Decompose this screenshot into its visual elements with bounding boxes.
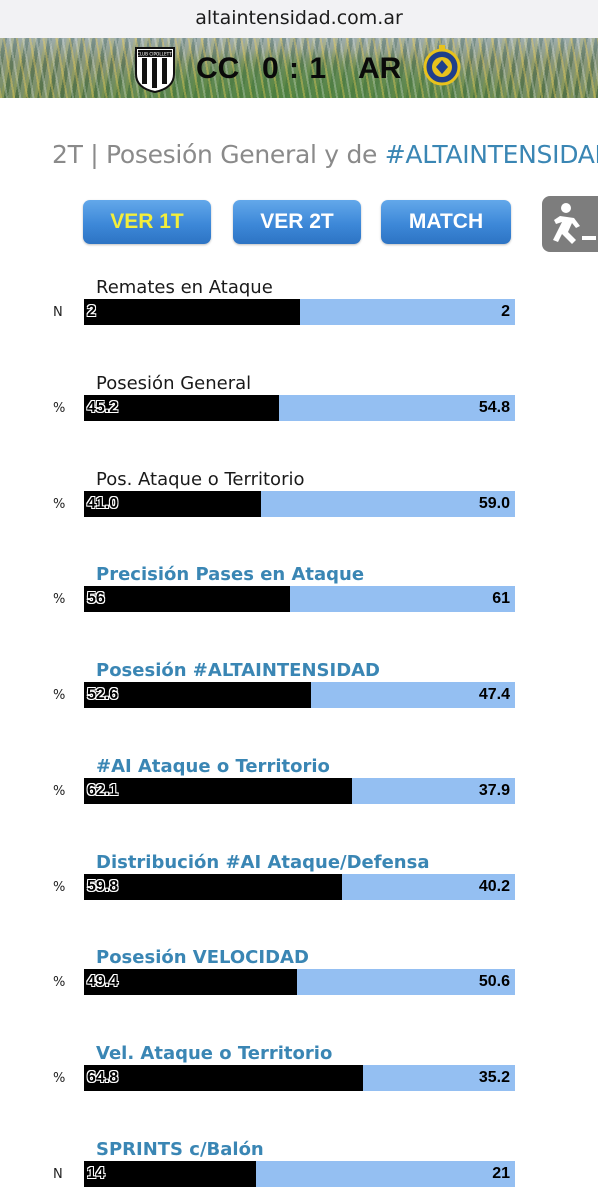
page-title-prefix: 2T | Posesión General y de: [52, 140, 385, 169]
stat-label: Distribución #AI Ataque/Defensa: [96, 851, 430, 873]
scoreboard: CC 0 : 1 AR: [180, 49, 420, 89]
stat-label: Posesión General: [96, 372, 252, 394]
page-title: 2T | Posesión General y de #ALTAINTENSID…: [52, 140, 598, 169]
home-value: 52.6: [87, 686, 119, 703]
stadium-crowd-background: [0, 38, 598, 98]
home-value: 62.1: [87, 781, 119, 799]
away-value: 50.6: [478, 973, 510, 991]
stat-bar: 52.6 47.4: [84, 682, 515, 708]
home-value: 45.2: [87, 398, 119, 416]
home-bar-fill: [84, 682, 311, 708]
stat-label: #AI Ataque o Territorio: [96, 755, 330, 777]
home-bar-fill: [84, 1065, 363, 1091]
away-value: 59.0: [478, 494, 510, 512]
away-value: 37.9: [478, 781, 510, 799]
home-bar-fill: [84, 394, 279, 421]
stat-row: Posesión VELOCIDAD% 49.4 50.6: [0, 947, 598, 997]
stat-row: Posesión #ALTAINTENSIDAD% 52.6 47.4: [0, 660, 598, 710]
stat-bar: 45.2 54.8: [84, 394, 515, 421]
stat-unit: %: [53, 879, 66, 895]
home-bar-fill: [84, 586, 290, 613]
home-value: 2: [87, 303, 96, 320]
stat-bar: 62.1 37.9: [84, 777, 515, 804]
stat-unit: %: [53, 688, 66, 703]
stat-unit: %: [53, 400, 66, 416]
sprint-side-tab[interactable]: [542, 196, 598, 252]
stat-bar: 41.0 59.0: [84, 490, 515, 517]
stat-unit: %: [53, 592, 66, 608]
home-bar-fill: [84, 490, 261, 517]
stat-label: Vel. Ataque o Territorio: [96, 1043, 333, 1064]
ver-1t-button[interactable]: VER 1T: [83, 200, 211, 244]
away-team-crest: [423, 45, 461, 86]
page-title-hashtag: #ALTAINTENSIDAD: [384, 140, 598, 169]
stat-bar: 59.8 40.2: [84, 873, 515, 900]
home-value: 49.4: [87, 973, 119, 991]
stat-label: Precisión Pases en Ataque: [96, 564, 365, 586]
home-team-name: CC: [196, 52, 240, 85]
away-value: 21: [492, 1164, 510, 1182]
stat-row: Precisión Pases en Ataque% 56 61: [0, 564, 598, 614]
stat-row: Remates en Ataque N 2 2: [0, 277, 598, 327]
stat-bar: 14 21: [84, 1160, 515, 1187]
url-text: altaintensidad.com.ar: [195, 7, 403, 29]
match-score: 0 : 1: [262, 52, 328, 85]
home-value: 64.8: [87, 1069, 119, 1086]
club-cipolletti-logo: CLUB CIPOLLETTI: [135, 47, 175, 94]
away-value: 2: [501, 303, 510, 320]
match-button[interactable]: MATCH: [381, 200, 511, 244]
stat-row: SPRINTS c/Balón N 14 21: [0, 1139, 598, 1189]
home-value: 41.0: [87, 494, 119, 512]
stat-row: Posesión General% 45.2 54.8: [0, 373, 598, 423]
stat-label: Posesión VELOCIDAD: [96, 947, 309, 969]
logo-lettering: CLUB CIPOLLETTI: [137, 52, 173, 57]
stat-unit: %: [53, 496, 66, 512]
home-bar-fill: [84, 299, 300, 325]
ver-2t-button[interactable]: VER 2T: [233, 200, 361, 244]
stat-unit: %: [53, 975, 66, 991]
home-bar-fill: [84, 969, 297, 996]
stat-row: Pos. Ataque o Territorio% 41.0 59.0: [0, 469, 598, 519]
away-value: 54.8: [478, 398, 510, 416]
home-value: 14: [87, 1164, 105, 1182]
away-value: 40.2: [478, 877, 510, 895]
stat-label: Pos. Ataque o Territorio: [96, 468, 305, 490]
home-bar-fill: [84, 1160, 256, 1187]
home-value: 59.8: [87, 877, 119, 895]
away-value: 47.4: [478, 686, 510, 703]
stat-unit: N: [53, 1166, 63, 1182]
stat-bar: 49.4 50.6: [84, 969, 515, 996]
stat-unit: N: [53, 305, 63, 320]
away-team-name: AR: [358, 52, 402, 85]
scoreboard-banner: [0, 38, 598, 98]
away-value: 35.2: [478, 1069, 510, 1086]
stat-row: Vel. Ataque o Territorio% 64.8 35.2: [0, 1043, 598, 1093]
stat-row: Distribución #AI Ataque/Defensa% 59.8 40.2: [0, 852, 598, 902]
address-bar[interactable]: altaintensidad.com.ar: [0, 0, 598, 38]
stat-row: #AI Ataque o Territorio% 62.1 37.9: [0, 756, 598, 806]
stat-unit: %: [53, 783, 66, 799]
away-value: 61: [492, 590, 510, 608]
home-value: 56: [87, 590, 105, 608]
sprinter-icon: [553, 203, 596, 244]
home-bar-fill: [84, 777, 352, 804]
stat-label: Posesión #ALTAINTENSIDAD: [96, 660, 381, 681]
stat-bar: 64.8 35.2: [84, 1065, 515, 1091]
stat-unit: %: [53, 1071, 66, 1086]
stat-label: Remates en Ataque: [96, 277, 273, 298]
home-bar-fill: [84, 873, 342, 900]
stat-label: SPRINTS c/Balón: [96, 1138, 264, 1160]
stat-bar: 56 61: [84, 586, 515, 613]
